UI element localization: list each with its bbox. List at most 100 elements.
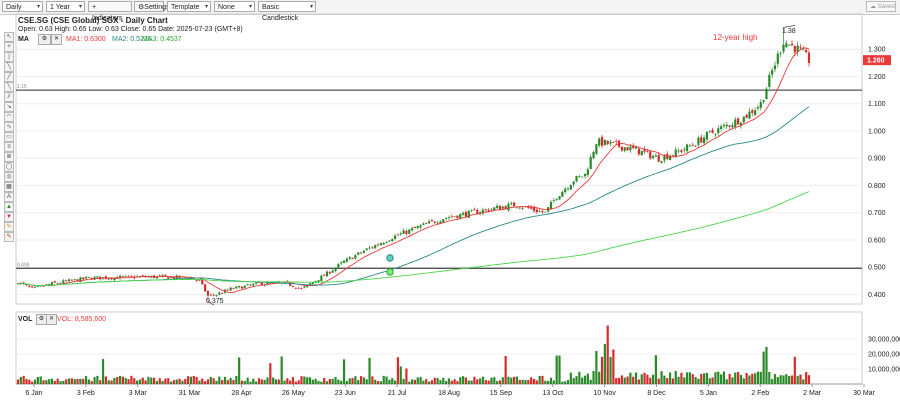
ma-label: MA	[18, 36, 29, 43]
candle-body	[464, 211, 468, 217]
volume-bar	[277, 379, 280, 384]
volume-bar	[535, 380, 538, 384]
arrow-line-icon[interactable]: ↘	[4, 102, 14, 112]
volume-bar	[524, 380, 527, 384]
volume-bar	[479, 378, 482, 384]
volume-bar	[691, 374, 694, 384]
volume-bar	[782, 375, 785, 384]
volume-tick-label: 10,000,000	[868, 367, 900, 374]
candle-body	[799, 47, 802, 49]
volume-bar	[348, 378, 351, 384]
ellipse-icon[interactable]: ◯	[4, 162, 14, 172]
price-tick-label: 1.200	[868, 74, 886, 81]
ma-close-icon[interactable]: ✕	[51, 34, 62, 45]
extended-line-icon[interactable]: ╲	[4, 82, 14, 92]
vol-close-icon[interactable]: ✕	[46, 314, 57, 325]
candle-body	[130, 276, 133, 277]
settings-label: Settings	[144, 4, 170, 11]
volume-bar	[283, 380, 286, 384]
candle-body	[198, 279, 201, 281]
candle-body	[385, 241, 388, 243]
volume-bar	[802, 379, 805, 384]
candle-body	[39, 285, 42, 287]
parallel-line-icon[interactable]: ⫽	[4, 92, 14, 102]
highlighter-icon[interactable]: ✎	[4, 222, 14, 232]
volume-bar	[379, 381, 382, 384]
volume-bar	[504, 355, 507, 384]
volume-bar	[376, 381, 380, 384]
candle-body	[487, 209, 490, 212]
candle-body	[42, 285, 45, 287]
volume-bar	[578, 371, 581, 384]
volume-bar	[609, 356, 612, 384]
x-tick-label: 21 Jul	[388, 390, 407, 397]
chart-style-select[interactable]: Basic Candlestick ▾	[258, 1, 316, 22]
x-tick-label: 2 Feb	[751, 390, 769, 397]
candle-body	[362, 250, 365, 253]
arc-icon[interactable]: ◠	[4, 112, 14, 122]
volume-bar	[90, 381, 93, 384]
volume-bar	[218, 376, 221, 384]
volume-bar	[133, 378, 136, 384]
fib-fan-icon[interactable]: ≣	[4, 152, 14, 162]
volume-bar	[521, 379, 524, 384]
eraser-icon[interactable]: ✎	[4, 232, 14, 242]
crosshair-icon[interactable]: +	[4, 42, 14, 52]
volume-bar	[272, 377, 275, 384]
volume-bar	[751, 373, 754, 384]
candle-body	[240, 286, 244, 289]
candle-body	[206, 290, 210, 296]
volume-bar	[260, 379, 263, 384]
candle-body	[232, 288, 235, 290]
volume-bar	[192, 375, 195, 384]
volume-bar	[473, 376, 476, 384]
volume-bar	[754, 373, 757, 384]
arrow-down-icon[interactable]: ▼	[4, 212, 14, 222]
text-icon[interactable]: A	[4, 192, 14, 202]
arrow-up-icon[interactable]: ▲	[4, 202, 14, 212]
circle-icon[interactable]: ◎	[4, 172, 14, 182]
volume-bar	[484, 380, 487, 384]
volume-bar	[42, 380, 45, 384]
rectangle-icon[interactable]: ▭	[4, 132, 14, 142]
indicators-button[interactable]: + Indicators	[88, 1, 132, 22]
volume-bar	[462, 376, 465, 384]
candle-body	[762, 100, 765, 103]
cursor-icon[interactable]: ↖	[4, 32, 14, 42]
volume-bar	[765, 346, 768, 384]
drawing-toolbar: ↖ + | ╲ ╱ ╲ ⫽ ↘ ◠ ∿ ▭ ≡ ≣ ◯ ◎ ▦ A ▲ ▼ ✎ …	[4, 32, 15, 242]
overlay-select[interactable]: None ▾	[214, 1, 255, 12]
template-select[interactable]: Template ▾	[167, 1, 211, 12]
candle-body	[685, 144, 689, 152]
volume-bar	[240, 380, 244, 384]
curve-icon[interactable]: ∿	[4, 122, 14, 132]
volume-bar	[215, 380, 218, 384]
volume-bar	[731, 377, 734, 384]
gann-icon[interactable]: ▦	[4, 182, 14, 192]
toolbar: Daily ▾ 1 Year ▾ + Indicators ⚙Settings Te…	[0, 0, 900, 22]
volume-bar	[152, 377, 156, 384]
volume-bar	[487, 380, 490, 384]
candle-body	[113, 277, 116, 281]
candle-body	[87, 277, 90, 278]
volume-bar	[445, 381, 448, 384]
candle-body	[759, 102, 762, 108]
trend-line-icon[interactable]: ╲	[4, 62, 14, 72]
volume-bar	[459, 377, 462, 384]
period-select[interactable]: Daily ▾	[2, 1, 43, 12]
volume-bar	[569, 372, 572, 384]
vertical-line-icon[interactable]: |	[4, 52, 14, 62]
ma-settings-icon[interactable]: ⚙	[38, 34, 51, 45]
volume-bar	[410, 379, 414, 384]
settings-button[interactable]: ⚙Settings	[134, 1, 170, 12]
fibonacci-icon[interactable]: ≡	[4, 142, 14, 152]
saved-button[interactable]: ☁ Saved	[866, 1, 896, 12]
ray-line-icon[interactable]: ╱	[4, 72, 14, 82]
range-select[interactable]: 1 Year ▾	[46, 1, 85, 12]
volume-bar	[238, 357, 241, 384]
price-tick-label: 0.900	[868, 156, 886, 163]
volume-bar	[209, 376, 212, 384]
volume-bar	[450, 380, 453, 384]
volume-bar	[566, 380, 570, 384]
